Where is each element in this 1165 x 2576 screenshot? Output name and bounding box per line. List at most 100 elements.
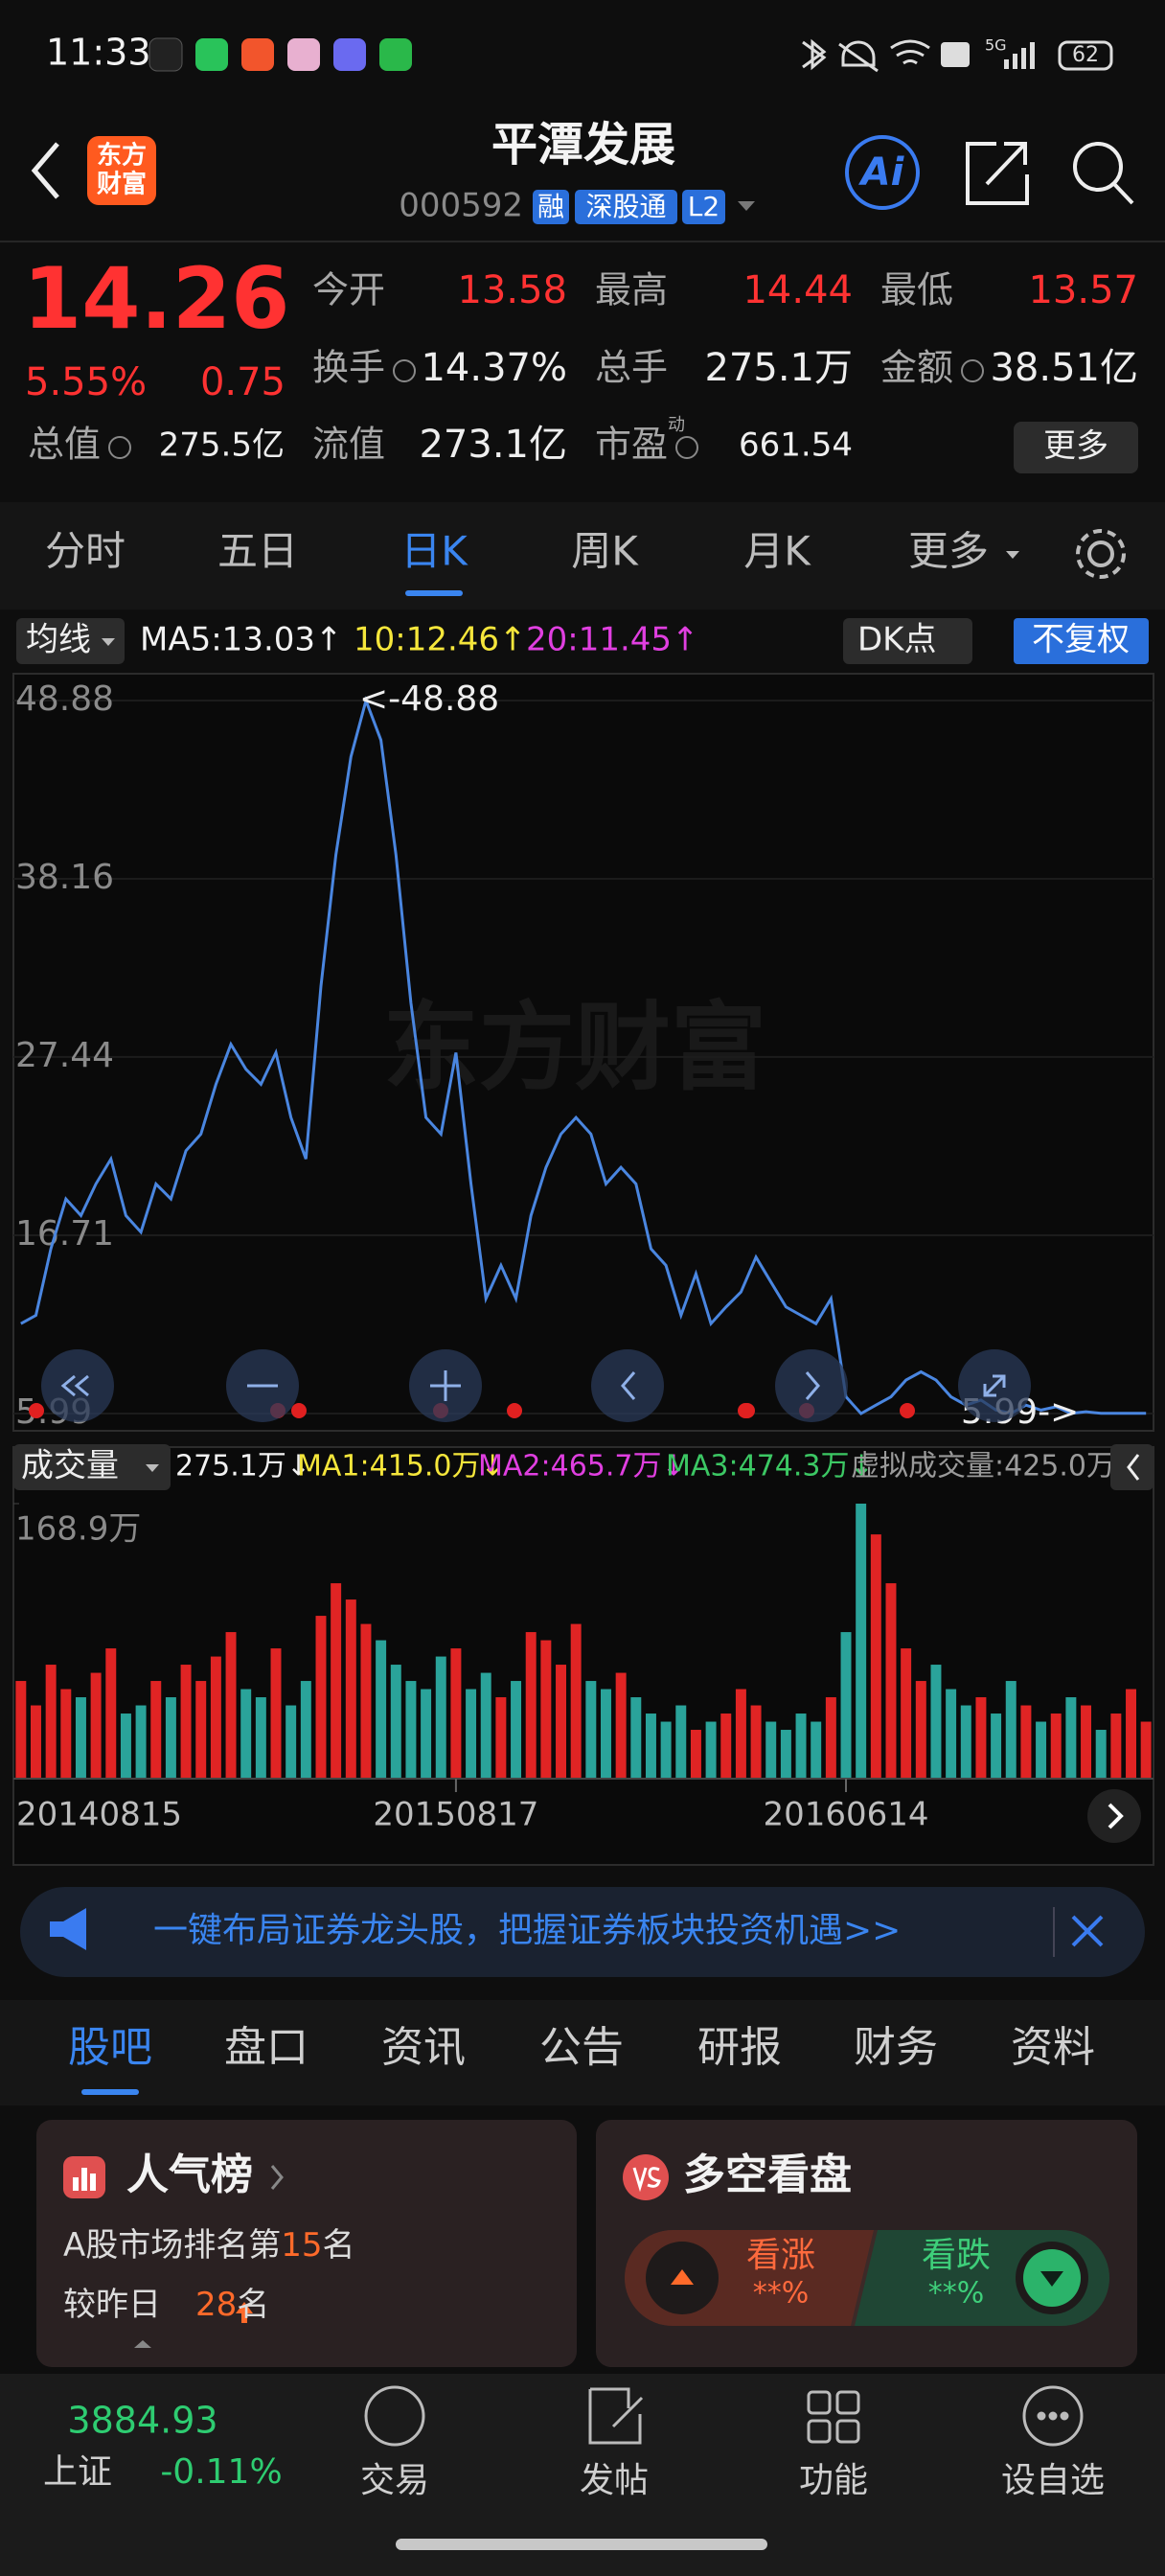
banner-close[interactable] xyxy=(1071,1915,1104,1947)
home-indicator[interactable] xyxy=(396,2539,767,2550)
volume-bar xyxy=(690,1730,701,1779)
volume-legend: 275.1万↓ xyxy=(175,1450,310,1484)
chart-nav-glyph xyxy=(983,1374,1006,1397)
banner-bg[interactable] xyxy=(20,1887,1145,1977)
dropdown-arrow[interactable] xyxy=(738,201,755,211)
sentiment-pill[interactable] xyxy=(625,2230,1109,2326)
volume-bar xyxy=(840,1632,852,1779)
volume-bar xyxy=(1140,1721,1152,1779)
dk-dot xyxy=(507,1403,522,1418)
x-tick-label: 20150817 xyxy=(373,1796,538,1834)
volume-bar xyxy=(360,1623,372,1779)
volume-bar xyxy=(15,1681,27,1779)
volume-bar xyxy=(946,1689,957,1779)
settings-button[interactable] xyxy=(1076,529,1126,579)
stat-value: 275.1万 xyxy=(704,346,853,390)
price-line xyxy=(20,696,1147,1415)
more-button-bg[interactable] xyxy=(1014,422,1138,473)
volume-bar xyxy=(405,1681,417,1779)
chart-tab: 周K xyxy=(571,528,639,575)
card-bg[interactable] xyxy=(36,2120,577,2367)
nav-label: 交易 xyxy=(360,2461,429,2500)
adjust-bg[interactable] xyxy=(1014,618,1149,664)
volume-bar xyxy=(495,1697,507,1779)
volume-bar xyxy=(991,1714,1002,1779)
volume-bar xyxy=(270,1648,282,1779)
volume-bar xyxy=(135,1705,147,1779)
volume-bar xyxy=(660,1721,672,1779)
volume-bar xyxy=(225,1632,237,1779)
volume-bar xyxy=(540,1640,552,1779)
chart-nav-button[interactable] xyxy=(591,1349,664,1422)
y-tick-label: 168.9万 xyxy=(15,1510,141,1549)
stat-value: 661.54 xyxy=(739,426,853,465)
volume-bar xyxy=(45,1665,57,1779)
volume-bar xyxy=(75,1697,86,1779)
card-title: 人气榜 xyxy=(126,2150,253,2199)
search-button[interactable] xyxy=(1073,142,1134,205)
stat-label: 流值 xyxy=(312,424,385,466)
volume-bar xyxy=(885,1583,897,1779)
volume-bar xyxy=(780,1730,791,1779)
rank-change-part: 28 xyxy=(195,2286,237,2324)
share-button[interactable] xyxy=(966,142,1029,205)
content-tab: 财务 xyxy=(854,2023,938,2072)
volume-bar xyxy=(255,1697,266,1779)
status-icons xyxy=(148,37,1113,73)
watermark: 东方财富 xyxy=(383,991,766,1103)
selector-bg[interactable] xyxy=(13,1444,171,1490)
rank-text: A股市场排名第15名 xyxy=(63,2226,355,2265)
volume-bar xyxy=(765,1721,777,1779)
volume-legend: MA1:415.0万↓ xyxy=(297,1450,505,1484)
tag: 融 xyxy=(537,191,564,222)
collapse-bg[interactable] xyxy=(1110,1444,1154,1490)
volume-bar xyxy=(1005,1681,1017,1779)
x-tick-label: 20160614 xyxy=(763,1796,928,1834)
banner-text: 一键布局证券龙头股，把握证券板块投资机遇>> xyxy=(153,1911,901,1950)
dk-bg[interactable] xyxy=(843,618,972,664)
volume-bar xyxy=(345,1599,356,1779)
volume-bar xyxy=(735,1689,746,1779)
app-logo xyxy=(87,136,156,205)
stat-value: 38.51亿 xyxy=(990,346,1138,390)
stat-label: 金额 xyxy=(880,347,953,389)
max-annotation: <-48.88 xyxy=(359,679,499,719)
volume-bar xyxy=(630,1697,642,1779)
volume-bar xyxy=(421,1689,432,1779)
logo-text: 东方 xyxy=(97,141,147,171)
volume-bar xyxy=(570,1623,582,1779)
volume-chart-frame xyxy=(12,1446,1154,1866)
bull-value: **% xyxy=(753,2277,810,2311)
ma-value: 20:11.45↑ xyxy=(526,621,699,659)
chart-nav-button[interactable] xyxy=(775,1349,848,1422)
adjust-button: 不复权 xyxy=(1032,621,1130,659)
stat-value: 273.1亿 xyxy=(419,423,567,467)
ma-value: MA5:13.03↑ xyxy=(140,621,343,659)
volume-bar xyxy=(856,1504,867,1779)
volume-bar xyxy=(331,1583,342,1779)
volume-legend: MA3:474.3万↓ xyxy=(666,1450,874,1484)
back-button[interactable] xyxy=(31,142,59,199)
volume-bar xyxy=(1050,1714,1062,1779)
tag-bg xyxy=(682,190,725,224)
volume-bar xyxy=(750,1705,762,1779)
selector-bg[interactable] xyxy=(16,618,125,664)
chart-nav-glyph xyxy=(60,1374,89,1397)
volume-bar xyxy=(1020,1705,1032,1779)
stat-label: 最高 xyxy=(595,269,668,311)
nav-label: 发帖 xyxy=(580,2461,649,2500)
volume-bar xyxy=(675,1705,687,1779)
volume-bar xyxy=(585,1681,597,1779)
ai-button[interactable] xyxy=(845,135,920,210)
ma-selector: 均线 xyxy=(26,621,91,659)
volume-bar xyxy=(60,1689,72,1779)
bull-label: 看涨 xyxy=(746,2236,815,2275)
volume-bar xyxy=(1126,1689,1136,1779)
volume-bar xyxy=(645,1714,656,1779)
tag-bg xyxy=(575,190,677,224)
volume-bar xyxy=(1110,1714,1122,1779)
volume-bar xyxy=(195,1681,207,1779)
volume-bar xyxy=(901,1648,912,1779)
play-button[interactable] xyxy=(1087,1789,1141,1843)
